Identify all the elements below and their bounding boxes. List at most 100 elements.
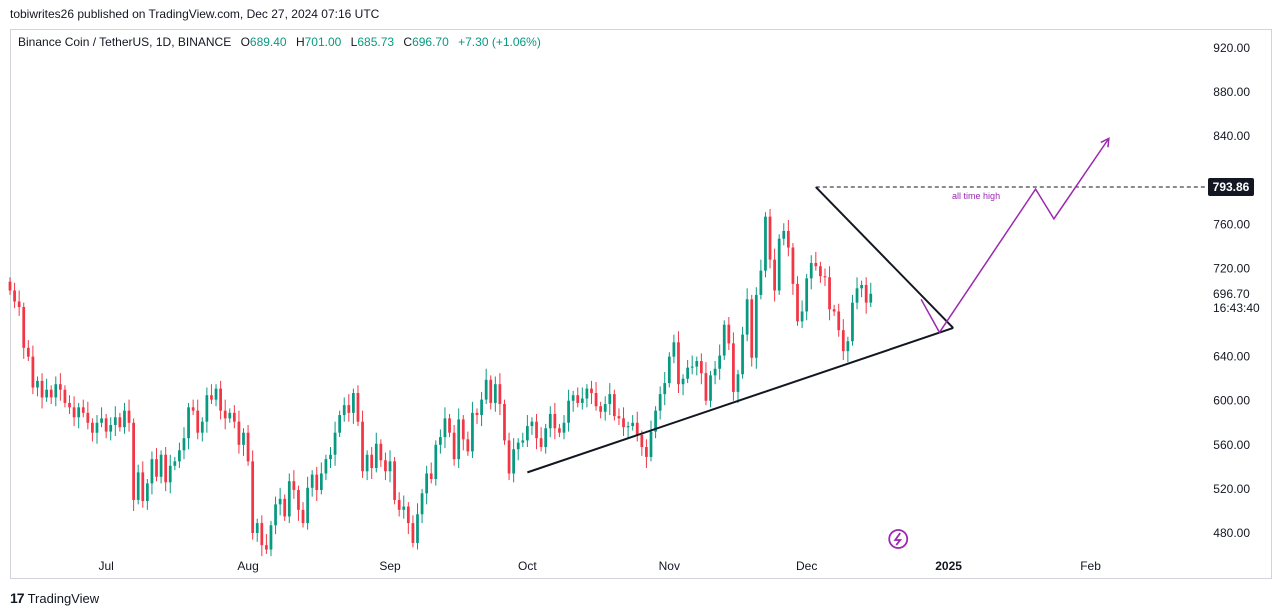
candle-body [173,461,177,466]
candle-body [77,407,81,418]
candle-body [667,356,671,384]
candle-body [54,384,58,398]
candle-body [672,342,676,357]
candle-body [416,514,419,543]
candle-body [512,449,516,474]
candle-body [242,432,245,445]
chart-legend: Binance Coin / TetherUS, 1D, BINANCE O68… [18,35,541,49]
candle-body [631,422,635,427]
candle-body [654,410,657,432]
candle-body [228,412,232,419]
tradingview-logo[interactable]: 17 TradingView [10,590,99,606]
candle-body [274,504,277,526]
candle-body [750,299,754,358]
candle-body [187,407,190,439]
candle-body [571,395,575,401]
y-tick-label: 520.00 [1213,482,1250,496]
candle-body [603,404,607,412]
candle-body [548,413,552,429]
last-price-value: 696.70 [1213,287,1250,301]
candle-body [695,361,699,367]
candle-body [480,399,483,416]
candle-body [828,277,831,310]
candle-body [269,525,273,550]
candle-body [713,368,717,376]
candle-body [448,418,451,433]
y-tick-label: 720.00 [1213,261,1250,275]
candle-body [612,394,616,417]
candle-body [159,454,163,477]
candle-body [699,361,703,374]
candle-body [553,413,557,429]
x-tick-label: Oct [518,559,537,573]
candle-body [315,474,319,491]
candle-body [379,443,383,461]
symbol-label[interactable]: Binance Coin / TetherUS, 1D, BINANCE [18,35,232,49]
candle-body [81,407,85,413]
candle-body [49,389,53,398]
open-value: 689.40 [249,35,287,49]
ath-annotation[interactable]: all time high [952,191,1000,201]
candle-body [741,334,744,375]
candle-body [567,400,570,423]
candle-body [814,262,818,267]
candle-body [104,418,108,432]
candle-body [539,438,543,448]
candle-body [45,389,49,398]
candle-body [768,216,772,260]
candle-body [356,393,360,422]
candle-body [109,424,113,432]
candle-body [791,247,795,284]
candle-body [773,259,776,291]
y-tick-label: 920.00 [1213,41,1250,55]
candle-body [526,426,529,441]
candle-body [736,374,740,392]
candle-body [278,498,282,505]
candle-body [141,472,145,502]
candle-body [182,438,186,451]
candle-body [301,509,305,524]
candle-body [489,379,493,403]
projection-path[interactable] [920,137,1110,334]
high-label: H [295,35,305,49]
candle-body [95,422,99,433]
trendline[interactable] [815,186,954,329]
candle-body [608,394,612,405]
candle-body [576,395,580,403]
candle-body [484,379,488,400]
candle-body [516,442,520,450]
candle-body [590,388,593,394]
candle-body [237,421,241,445]
candle-body [333,432,337,455]
candle-body [246,432,250,462]
candle-body [329,454,332,460]
lightning-icon[interactable] [888,529,909,549]
candle-body [690,366,694,368]
bar-countdown: 16:43:40 [1213,301,1260,315]
candle-body [196,410,200,433]
low-label: L [350,35,358,49]
candle-body [645,447,648,457]
candle-body [150,459,154,484]
y-tick-label: 840.00 [1213,129,1250,143]
candle-body [31,356,35,388]
candle-body [796,283,799,322]
candle-body [475,412,479,416]
candle-body [434,444,438,479]
candle-body [210,395,213,400]
trendline[interactable] [527,327,954,474]
candle-body [681,378,685,385]
chart-frame [10,29,1272,579]
candle-body [745,299,749,335]
y-tick-label: 560.00 [1213,438,1250,452]
candle-body [841,330,845,352]
candle-body [718,355,722,369]
candle-body [255,523,259,533]
x-tick-label: 2025 [935,559,962,573]
candle-body [232,412,236,422]
candle-body [251,461,255,533]
candle-body [352,393,355,413]
candle-body [155,459,158,477]
candle-body [100,418,103,423]
